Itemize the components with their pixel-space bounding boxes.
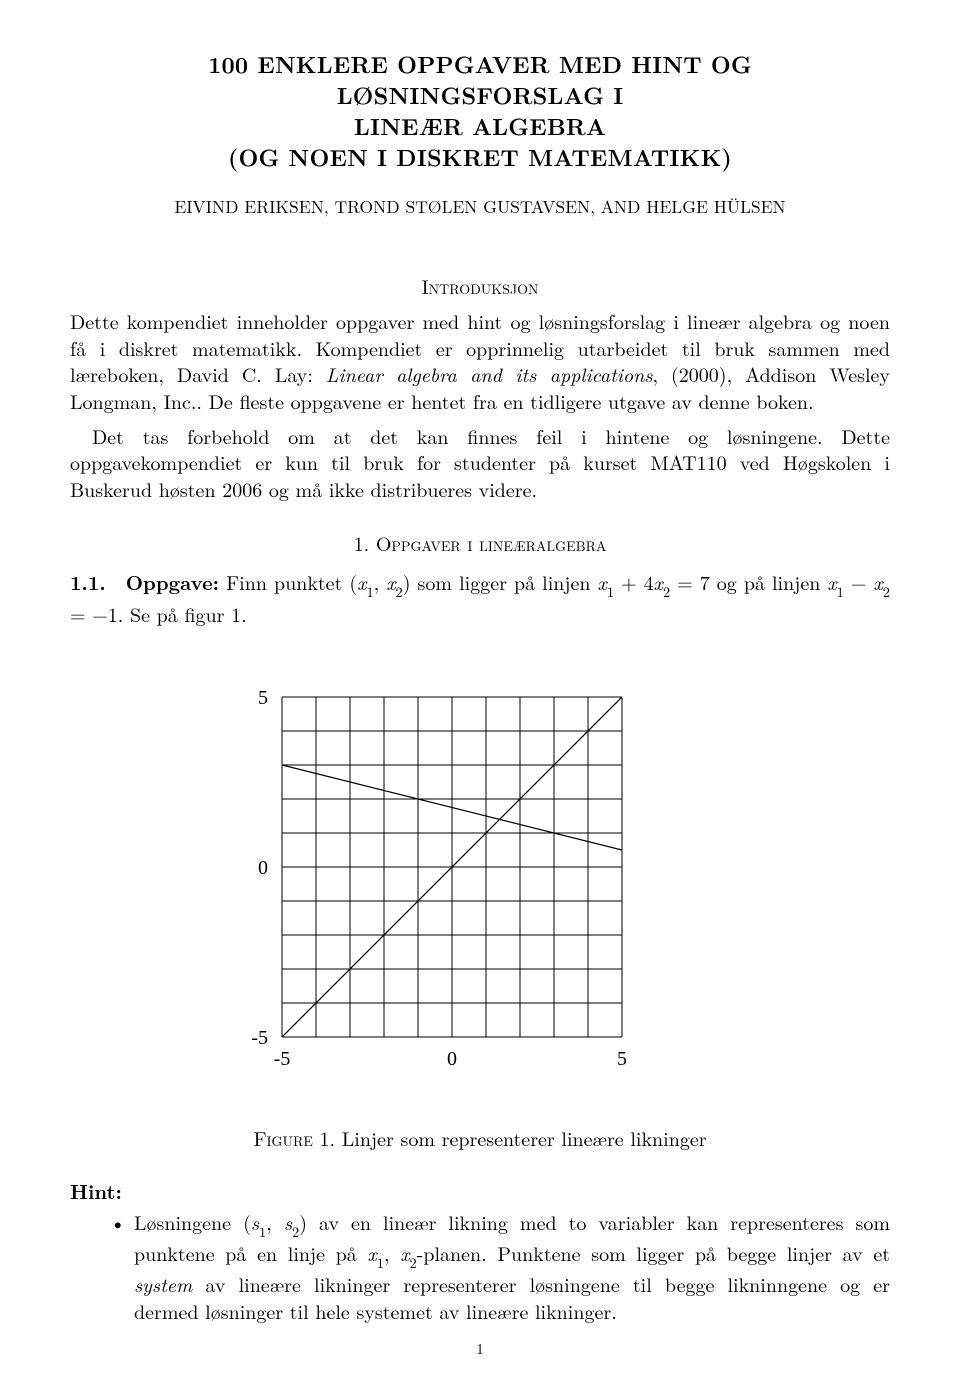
figure-1-caption: Figure 1. Linjer som representerer lineæ… [70,1123,890,1152]
figure-label: Figure 1. [253,1123,335,1152]
eq2-x1: x [827,567,836,596]
eq2-sub1: 1 [837,582,844,602]
hint-s2-sub: 2 [292,1222,299,1242]
hint-comma2: , [384,1238,400,1267]
hint-text-c: -planen. Punktene som ligger på begge li… [417,1238,890,1267]
page-number: 1 [0,1338,960,1359]
eq2-rhs: = −1 [70,599,118,628]
math-sub-1: 1 [366,582,373,602]
hint-x2: x [400,1238,409,1267]
eq1-x2: x [654,567,663,596]
hint-system: system [134,1269,192,1298]
document-title: 100 ENKLERE OPPGAVER MED HINT OG LØSNING… [70,48,890,172]
eq1-sub1: 1 [607,582,614,602]
hint-x1: x [368,1238,377,1267]
svg-text:-5: -5 [274,1048,291,1070]
eq1-mid: + 4 [614,567,654,596]
book-title: Linear algebra and its applications [326,359,653,388]
eq1-rhs: = 7 [670,567,710,596]
authors: EIVIND ERIKSEN, TROND STØLEN GUSTAVSEN, … [70,194,890,219]
hint-s1: s [251,1207,259,1236]
eq1-x1: x [598,567,607,596]
page: 100 ENKLERE OPPGAVER MED HINT OG LØSNING… [0,0,960,1375]
eq2-mid: − [844,567,874,596]
title-line-3: (OG NOEN I DISKRET MATEMATIKK) [228,140,732,173]
problem-1-1: 1.1. Oppgave: Finn punktet (x1, x2) som … [70,569,890,627]
svg-text:0: 0 [447,1048,457,1070]
problem-label: 1.1. Oppgave: [70,567,219,596]
problem-text: Finn punktet ( [219,567,357,596]
hint-text-end: av lineære likninger representerer løsni… [134,1269,890,1325]
problem-comma: , [374,567,387,596]
hint-label: Hint: [70,1176,890,1205]
figure-svg: 5 0 -5 -5 0 5 [226,685,634,1079]
svg-text:5: 5 [617,1048,627,1070]
svg-text:-5: -5 [251,1027,268,1049]
hint-text-a: Løsningene ( [134,1207,251,1236]
problem-end: . Se på figur 1. [118,599,247,628]
math-x2: x [386,567,395,596]
figure-caption-text: Linjer som representerer lineære likning… [335,1123,706,1152]
eq1-sub2: 2 [663,582,670,602]
hint-comma: , [266,1207,284,1236]
hint-x1-sub: 1 [377,1253,384,1273]
title-line-1: 100 ENKLERE OPPGAVER MED HINT OG LØSNING… [208,47,752,111]
hint-s1-sub: 1 [259,1222,266,1242]
introduksjon-heading: Introduksjon [70,271,890,300]
section-1-heading: 1. Oppgaver i lineæralgebra [70,528,890,557]
eq2-x2: x [873,567,882,596]
svg-text:0: 0 [258,857,268,879]
hint-item: Løsningene (s1, s2) av en lineær likning… [134,1209,890,1325]
svg-text:5: 5 [258,687,268,709]
eq2-sub2: 2 [883,582,890,602]
intro-paragraph-2: Det tas forbehold om at det kan finnes f… [70,423,890,503]
intro-paragraph-1: Dette kompendiet inneholder oppgaver med… [70,308,890,414]
hint-s2: s [284,1207,292,1236]
hint-x2-sub: 2 [410,1253,417,1273]
problem-number: 1.1. Oppgave: [70,567,219,596]
figure-1: 5 0 -5 -5 0 5 [0,685,890,1079]
problem-text-c: og på linjen [710,567,828,596]
math-sub-2: 2 [396,582,403,602]
problem-text-b: ) som ligger på linjen [403,567,598,596]
hint-list: Løsningene (s1, s2) av en lineær likning… [70,1209,890,1325]
title-line-2: LINEÆR ALGEBRA [354,109,606,142]
